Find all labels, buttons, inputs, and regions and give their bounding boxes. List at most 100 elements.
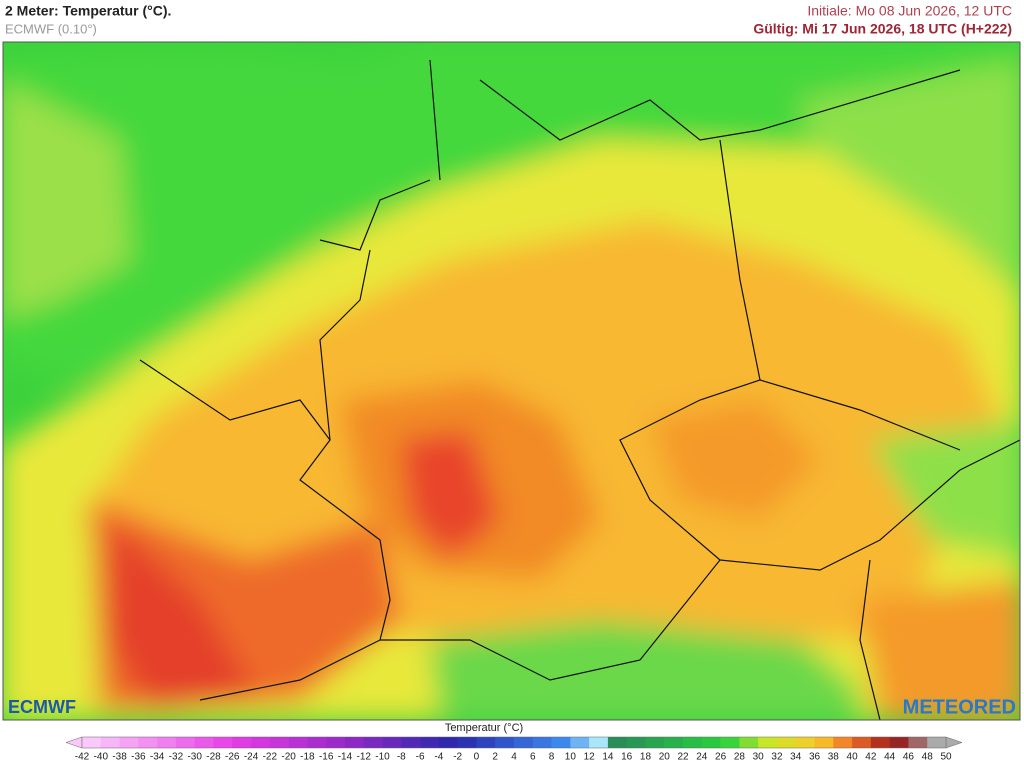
legend-cell	[307, 737, 327, 748]
legend-tick-label: -8	[397, 752, 406, 763]
legend-cell	[326, 737, 346, 748]
legend-tick-label: 44	[884, 752, 896, 763]
legend-cell	[138, 737, 158, 748]
legend-tick-label: 12	[584, 752, 596, 763]
legend-cell	[852, 737, 872, 748]
legend-cell	[870, 737, 890, 748]
map	[3, 42, 1020, 720]
legend-tick-label: -22	[263, 752, 278, 763]
borders	[139, 59, 1020, 720]
legend-tick-label: 16	[621, 752, 633, 763]
legend-tick-label: 24	[696, 752, 708, 763]
legend-cell	[476, 737, 496, 748]
init-time: Initiale: Mo 08 Jun 2026, 12 UTC	[807, 3, 1012, 19]
legend-tick-label: 36	[809, 752, 821, 763]
legend-tick-label: 18	[640, 752, 652, 763]
legend-tick-label: 30	[753, 752, 765, 763]
legend-tick-label: 10	[565, 752, 577, 763]
legend-tick-label: 48	[922, 752, 934, 763]
legend-cell	[514, 737, 534, 748]
legend-cell	[157, 737, 177, 748]
legend-tick-label: -42	[75, 752, 90, 763]
legend-tick-label: -16	[319, 752, 334, 763]
legend-frame	[81, 736, 947, 749]
legend-tick-label: -40	[94, 752, 109, 763]
legend-cell	[607, 737, 627, 748]
legend-cell	[664, 737, 684, 748]
legend-cell	[814, 737, 834, 748]
legend-cell	[551, 737, 571, 748]
legend-cell	[927, 737, 947, 748]
legend-arrow-right	[945, 736, 963, 749]
legend-tick-label: -12	[357, 752, 372, 763]
legend-tick-label: 46	[903, 752, 915, 763]
legend-tick-label: 42	[865, 752, 877, 763]
meteored-logo: METEORED	[903, 696, 1016, 718]
legend-tick-label: -28	[206, 752, 221, 763]
legend-cell	[363, 737, 383, 748]
legend-cell	[626, 737, 646, 748]
legend-tick-label: -38	[112, 752, 127, 763]
valid-time: Gültig: Mi 17 Jun 2026, 18 UTC (H+222)	[753, 21, 1012, 37]
legend-tick-label: -2	[453, 752, 462, 763]
legend-tick-label: -32	[169, 752, 184, 763]
legend-cell	[251, 737, 271, 748]
legend-tick-label: 22	[677, 752, 689, 763]
legend-cell	[269, 737, 289, 748]
legend-tick-label: -34	[150, 752, 165, 763]
legend-cell	[495, 737, 515, 748]
legend-cell	[720, 737, 740, 748]
legend-cell	[401, 737, 421, 748]
legend-cell	[776, 737, 797, 748]
legend-cell	[589, 737, 609, 748]
legend-tick-label: 28	[734, 752, 746, 763]
legend-tick-label: -30	[187, 752, 202, 763]
legend-tick-label: 2	[492, 752, 498, 763]
legend-cell	[175, 737, 195, 748]
model: ECMWF (0.10°)	[5, 21, 97, 36]
legend-tick-label: 0	[474, 752, 480, 763]
map-frame	[2, 41, 1021, 721]
legend-tick-label: 6	[530, 752, 536, 763]
legend-tick-label: -4	[434, 752, 443, 763]
legend-cell	[908, 737, 928, 748]
legend-cell	[82, 737, 102, 748]
legend-cell	[382, 737, 402, 748]
legend-cell	[232, 737, 252, 748]
legend-tick-label: 38	[828, 752, 840, 763]
legend-tick-label: 34	[790, 752, 802, 763]
ecmwf-logo: ECMWF	[8, 697, 76, 717]
legend-cell	[701, 737, 721, 748]
legend-cell	[344, 737, 365, 748]
legend-cell	[758, 737, 778, 748]
legend-tick-label: 26	[715, 752, 727, 763]
legend: -42 -40 -38 -36 -34 -32 -30 -28 -26 -24 -22 -20 -18-…	[65, 736, 963, 763]
legend-tick-label: -10	[375, 752, 390, 763]
legend-tick-label: 8	[549, 752, 555, 763]
legend-tick-label: -18	[300, 752, 315, 763]
legend-cell	[420, 737, 440, 748]
title: 2 Meter: Temperatur (°C).	[5, 3, 171, 19]
legend-arrow-left	[65, 736, 83, 749]
legend-cell	[795, 737, 815, 748]
legend-cell	[833, 737, 853, 748]
legend-tick-label: -14	[338, 752, 353, 763]
legend-cell	[889, 737, 909, 748]
legend-tick-label: -36	[131, 752, 146, 763]
legend-tick-label: -20	[281, 752, 296, 763]
legend-cell	[288, 737, 308, 748]
legend-cell	[119, 737, 139, 748]
legend-cell	[645, 737, 665, 748]
legend-tick-label: -26	[225, 752, 240, 763]
legend-tick-label: 4	[511, 752, 517, 763]
legend-tick-label: 40	[847, 752, 859, 763]
legend-tick-label: 14	[602, 752, 614, 763]
legend-cell	[438, 737, 458, 748]
legend-cell	[213, 737, 233, 748]
legend-tick-label: 32	[771, 752, 783, 763]
legend-cell	[739, 737, 759, 748]
legend-cell	[683, 737, 703, 748]
legend-cell	[532, 737, 552, 748]
legend-cell	[457, 737, 477, 748]
